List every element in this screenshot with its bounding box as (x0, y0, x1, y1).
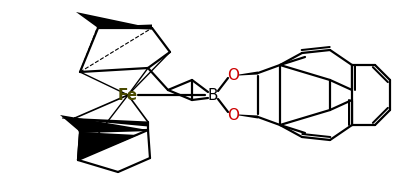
Polygon shape (60, 115, 148, 132)
Text: O: O (227, 108, 239, 123)
Polygon shape (239, 71, 258, 75)
Polygon shape (76, 12, 152, 28)
Text: Fe: Fe (118, 88, 138, 102)
Polygon shape (78, 132, 138, 160)
Text: O: O (227, 67, 239, 82)
Polygon shape (98, 25, 152, 29)
Polygon shape (62, 117, 148, 127)
Polygon shape (239, 115, 258, 119)
Text: B: B (208, 88, 218, 102)
